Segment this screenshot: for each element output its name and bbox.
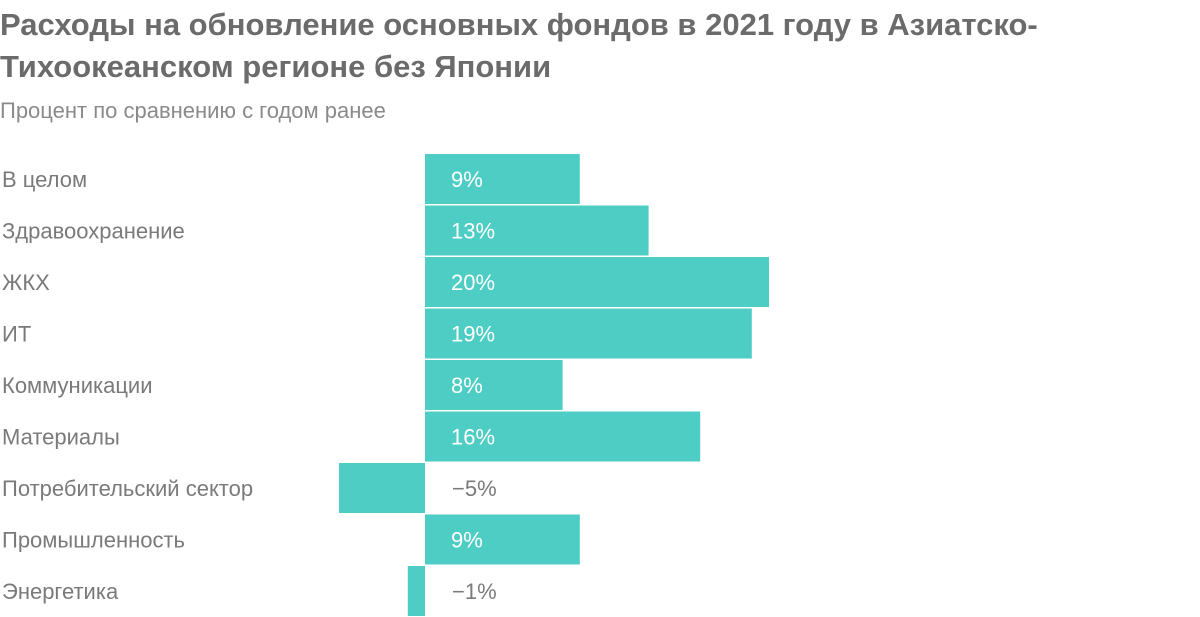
bar: [339, 463, 425, 513]
category-label: В целом: [2, 167, 87, 192]
value-label: 8%: [451, 373, 483, 398]
bar: [425, 205, 649, 256]
category-label: Промышленность: [2, 528, 185, 553]
category-label: Коммуникации: [2, 373, 153, 398]
chart-subtitle: Процент по сравнению с годом ранее: [0, 98, 386, 123]
category-label: Потребительский сектор: [2, 476, 253, 501]
value-label: 19%: [451, 322, 495, 347]
value-label: 9%: [451, 528, 483, 553]
category-label: ИТ: [2, 322, 31, 347]
bar: [425, 154, 580, 204]
bar: [407, 566, 425, 616]
value-label: 20%: [451, 270, 495, 295]
value-label: 13%: [451, 219, 495, 244]
chart-title: Расходы на обновление основных фондов в …: [0, 7, 1038, 84]
category-label: Здравоохранение: [2, 219, 185, 244]
bar: [425, 514, 580, 565]
bar: [425, 360, 563, 410]
category-label: Материалы: [2, 425, 120, 450]
bar-chart: В целом 9% Здравоохранение 13% ЖКХ 20% ИТ 19% Ко…: [2, 154, 769, 616]
value-label: 9%: [451, 167, 483, 192]
bar: [425, 257, 769, 307]
value-label: −5%: [452, 476, 497, 501]
value-label: 16%: [451, 425, 495, 450]
category-label: ЖКХ: [2, 270, 50, 295]
bar: [425, 411, 701, 462]
bar: [425, 308, 752, 359]
category-label: Энергетика: [2, 579, 119, 604]
value-label: −1%: [452, 579, 497, 604]
